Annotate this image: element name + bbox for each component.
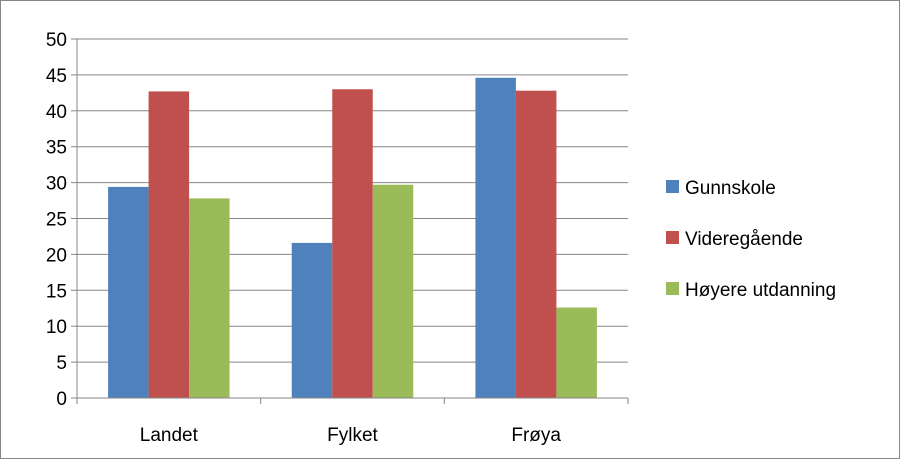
y-tick-label: 30	[46, 174, 67, 195]
y-tick-label: 45	[46, 66, 67, 87]
y-tick-label: 25	[46, 210, 67, 231]
x-tick-label: Fylket	[327, 425, 378, 446]
bar-gunnskole-frøya	[475, 77, 516, 398]
legend-label: Høyere utdanning	[685, 280, 836, 301]
bar-gunnskole-fylket	[291, 242, 333, 398]
y-tick-label: 0	[56, 389, 67, 410]
y-tick-label: 50	[46, 30, 67, 51]
y-tick-label: 35	[46, 138, 67, 159]
bar-høyere-utdanning-landet	[189, 198, 230, 398]
bar-høyere-utdanning-fylket	[372, 184, 414, 398]
bars	[108, 77, 597, 399]
bar-videregående-fylket	[332, 89, 373, 398]
legend-label: Gunnskole	[685, 178, 776, 199]
legend-swatch	[666, 180, 679, 193]
bar-videregående-landet	[148, 91, 190, 398]
y-tick-label: 10	[46, 317, 67, 338]
bar-videregående-frøya	[515, 90, 557, 399]
y-tick-label: 5	[56, 353, 67, 374]
x-tick-label: Landet	[140, 425, 199, 446]
legend-swatch	[666, 231, 679, 244]
y-tick-label: 20	[46, 245, 67, 266]
bar-gunnskole-landet	[108, 186, 149, 398]
x-tick-label: Frøya	[511, 425, 561, 446]
axes: 0 5 10 15 20 25 30 35 40 45 50 Landet Fylket Frøya	[46, 30, 629, 446]
y-tick-label: 40	[46, 102, 67, 123]
legend-swatch	[666, 282, 679, 295]
y-tick-label: 15	[46, 281, 67, 302]
legend: Gunnskole Videregående Høyere utdanning	[666, 178, 836, 301]
legend-label: Videregående	[685, 229, 803, 250]
bar-høyere-utdanning-frøya	[556, 307, 597, 398]
